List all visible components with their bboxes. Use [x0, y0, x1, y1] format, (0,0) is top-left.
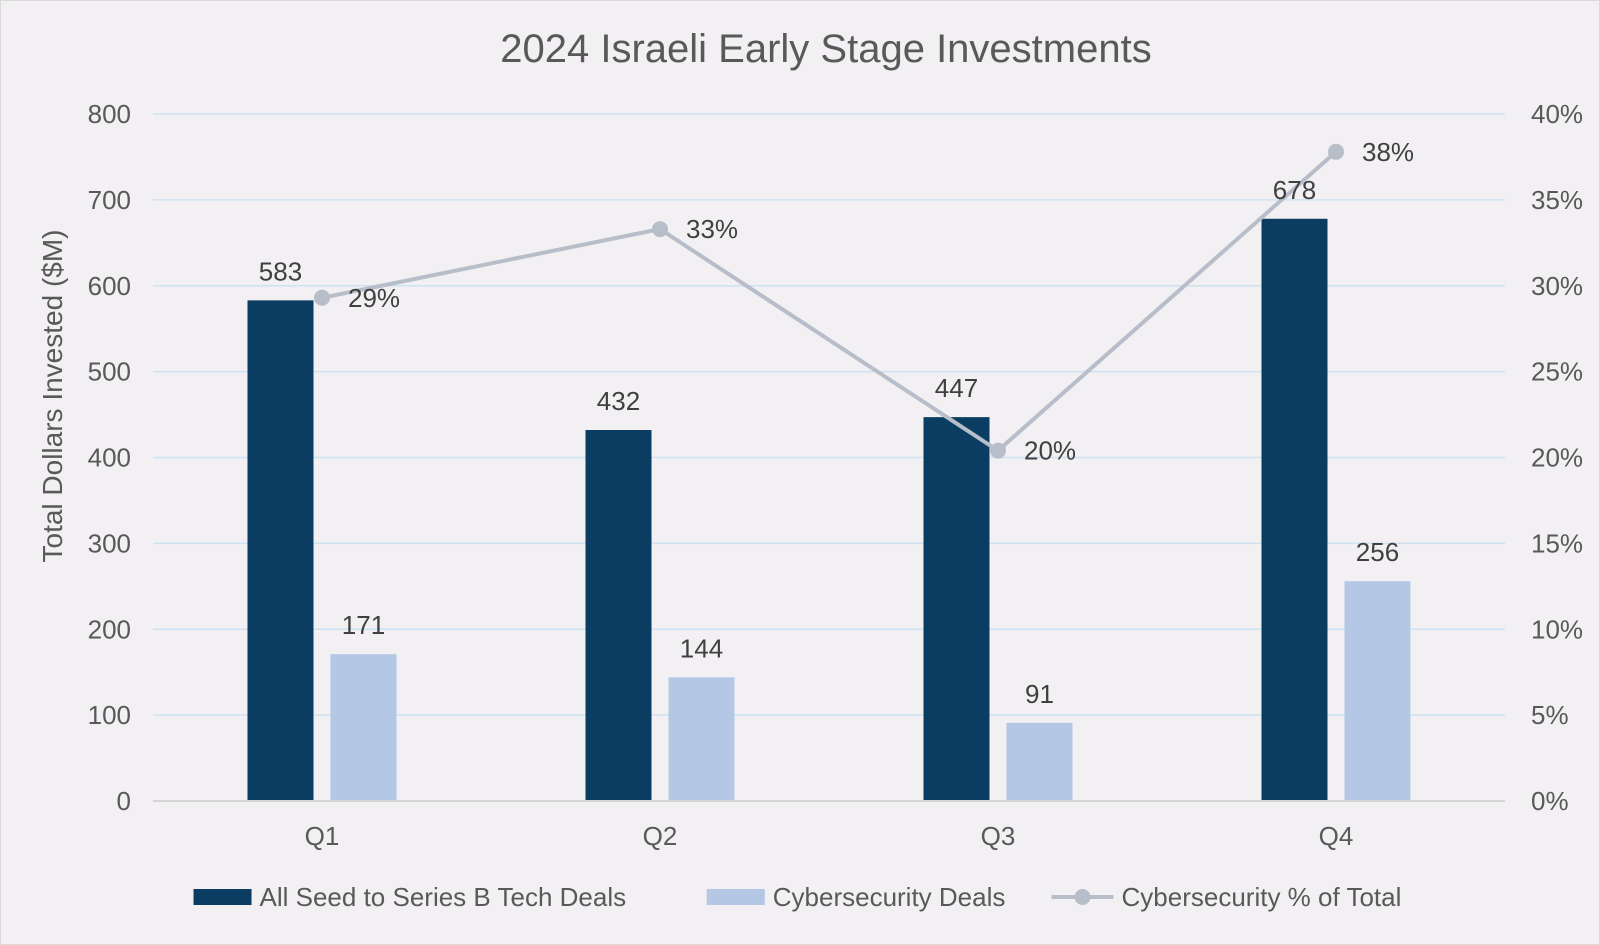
- y-tick-label: 500: [88, 357, 131, 387]
- y-tick-label: 100: [88, 700, 131, 730]
- bar-data-label: 171: [342, 610, 385, 640]
- bars: [247, 218, 1411, 801]
- line-data-label: 38%: [1362, 137, 1414, 167]
- y-tick-label: 700: [88, 185, 131, 215]
- legend-label: All Seed to Series B Tech Deals: [260, 882, 627, 912]
- bar: [923, 417, 990, 801]
- bar-data-label: 447: [935, 373, 978, 403]
- chart-title: 2024 Israeli Early Stage Investments: [500, 27, 1151, 71]
- x-tick-label: Q1: [305, 821, 340, 851]
- x-tick-label: Q3: [981, 821, 1016, 851]
- y2-tick-label: 40%: [1531, 99, 1583, 129]
- legend-item: Cybersecurity Deals: [706, 882, 1006, 912]
- x-tick-label: Q4: [1319, 821, 1354, 851]
- y2-tick-label: 30%: [1531, 271, 1583, 301]
- x-tick-label: Q2: [643, 821, 678, 851]
- line-marker: [1328, 143, 1344, 160]
- percent-line: [314, 143, 1344, 459]
- legend-swatch: [193, 889, 252, 905]
- bar-data-label: 256: [1356, 537, 1399, 567]
- y2-tick-label: 0%: [1531, 786, 1569, 816]
- bar: [668, 677, 735, 801]
- y-axis-title: Total Dollars Invested ($M): [37, 229, 68, 562]
- y-tick-label: 800: [88, 99, 131, 129]
- legend-swatch-marker: [1074, 889, 1091, 905]
- y-axis-right: 0% 5% 10% 15% 20% 25% 30% 35% 40%: [1531, 99, 1583, 816]
- bar-data-label: 583: [259, 256, 302, 286]
- legend-label: Cybersecurity % of Total: [1122, 882, 1402, 912]
- data-labels: 583 432 447 678 171 144 91 256 29% 33% 20% 38%: [259, 137, 1414, 709]
- bar: [585, 430, 652, 801]
- bar: [1006, 722, 1073, 801]
- y-tick-label: 400: [88, 443, 131, 473]
- x-axis: Q1 Q2 Q3 Q4: [153, 800, 1505, 851]
- y-tick-label: 600: [88, 271, 131, 301]
- bar-data-label: 678: [1273, 175, 1316, 205]
- y2-tick-label: 25%: [1531, 357, 1583, 387]
- legend-item: Cybersecurity % of Total: [1051, 882, 1402, 912]
- y-tick-label: 200: [88, 614, 131, 644]
- y2-tick-label: 20%: [1531, 443, 1583, 473]
- line-marker: [990, 442, 1006, 459]
- y-tick-label: 300: [88, 528, 131, 558]
- y2-tick-label: 15%: [1531, 528, 1583, 558]
- y2-tick-label: 10%: [1531, 614, 1583, 644]
- y2-tick-label: 35%: [1531, 185, 1583, 215]
- bar: [1261, 218, 1328, 801]
- legend-swatch: [706, 889, 765, 905]
- bar-data-label: 91: [1025, 679, 1054, 709]
- legend-item: All Seed to Series B Tech Deals: [193, 882, 627, 912]
- line-marker: [314, 289, 330, 306]
- y-tick-label: 0: [117, 786, 131, 816]
- line-data-label: 33%: [686, 214, 738, 244]
- line-data-label: 20%: [1024, 436, 1076, 466]
- bar: [1344, 581, 1411, 801]
- bar: [247, 300, 314, 801]
- y2-tick-label: 5%: [1531, 700, 1569, 730]
- bar-data-label: 144: [680, 633, 723, 663]
- y-axis: 0 100 200 300 400 500 600 700 800: [88, 99, 131, 816]
- line-data-label: 29%: [348, 283, 400, 313]
- legend-label: Cybersecurity Deals: [773, 882, 1006, 912]
- percent-line-path: [320, 149, 1338, 453]
- bar: [330, 654, 397, 801]
- bar-data-label: 432: [597, 386, 640, 416]
- line-marker: [652, 221, 668, 238]
- legend: All Seed to Series B Tech Deals Cybersecu…: [193, 882, 1402, 912]
